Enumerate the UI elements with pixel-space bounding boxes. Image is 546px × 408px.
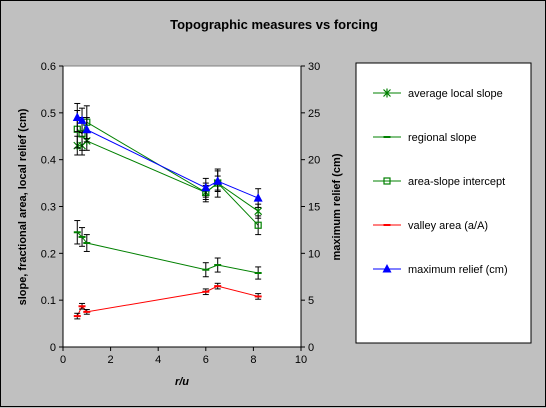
legend-label: maximum relief (cm)	[408, 264, 508, 276]
y-tick-label: 0	[50, 342, 56, 354]
y2-tick-label: 25	[308, 108, 320, 120]
data-point	[77, 115, 87, 124]
y-tick-label: 0.2	[41, 248, 56, 260]
series-line	[76, 121, 259, 226]
data-point	[82, 124, 92, 134]
data-point	[254, 206, 263, 216]
data-point	[253, 193, 263, 202]
legend-marker	[383, 88, 391, 98]
legend-marker	[383, 177, 391, 185]
y2-axis-label: maximum relief (cm)	[331, 153, 343, 260]
y2-tick-label: 20	[308, 155, 320, 167]
y-tick-label: 0.1	[41, 295, 56, 307]
x-tick-label: 4	[155, 354, 161, 366]
y2-tick-label: 30	[308, 61, 320, 73]
y2-tick-label: 0	[308, 342, 314, 354]
x-tick-label: 10	[295, 354, 307, 366]
data-point	[72, 112, 82, 122]
legend-label: regional slope	[408, 132, 477, 144]
legend-entry: regional slope	[373, 132, 477, 144]
legend-entry: maximum relief (cm)	[373, 264, 508, 276]
legend-entry: average local slope	[373, 88, 503, 100]
chart-title: Topographic measures vs forcing	[170, 17, 378, 32]
legend-label: area-slope intercept	[408, 176, 505, 188]
legend: average local slope regional slope area-sl…	[373, 88, 508, 276]
data-point	[213, 176, 223, 185]
legend-label: average local slope	[408, 88, 503, 100]
error-bar	[255, 215, 262, 236]
data-point	[254, 221, 262, 229]
series-3	[73, 282, 262, 320]
legend-marker	[382, 264, 392, 273]
y-tick-label: 0.6	[41, 61, 56, 73]
legend-entry: valley area (a/A)	[373, 220, 488, 232]
x-tick-label: 8	[250, 354, 256, 366]
data-point	[201, 182, 211, 192]
y2-tick-label: 5	[308, 295, 314, 307]
series-4	[72, 102, 263, 208]
legend-box	[355, 62, 532, 344]
x-tick-label: 6	[203, 354, 209, 366]
series-layer	[72, 102, 263, 320]
y-axis-label: slope, fractional area, local relief (cm…	[17, 108, 29, 305]
y2-tick-label: 10	[308, 248, 320, 260]
legend-entry: area-slope intercept	[373, 176, 505, 188]
y-tick-label: 0.5	[41, 108, 56, 120]
y-tick-label: 0.4	[41, 155, 56, 167]
x-tick-label: 0	[60, 354, 66, 366]
series-1	[73, 220, 262, 280]
x-axis-label: r/u	[175, 376, 189, 388]
legend-label: valley area (a/A)	[408, 220, 488, 232]
y-tick-label: 0.3	[41, 202, 56, 214]
x-tick-label: 2	[108, 354, 114, 366]
series-line	[76, 285, 259, 317]
plot-area	[62, 65, 302, 348]
y2-tick-label: 15	[308, 202, 320, 214]
